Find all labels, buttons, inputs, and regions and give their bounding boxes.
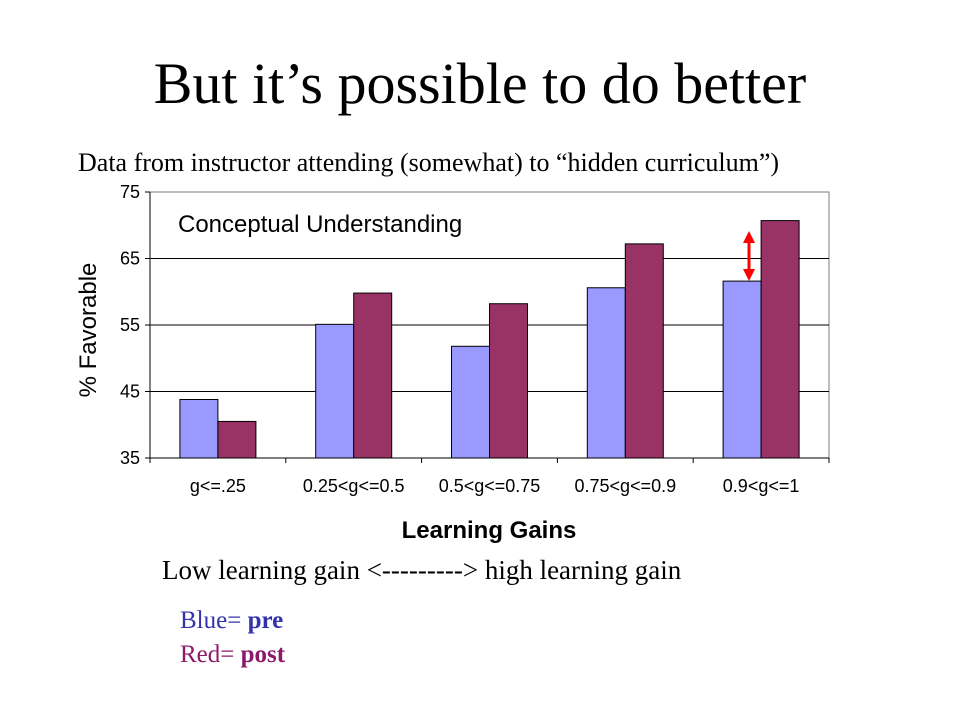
pre-bar — [179, 398, 219, 459]
pre-bar — [315, 323, 355, 459]
post-bar — [760, 220, 800, 459]
y-axis-ticks: 35 45 55 65 75 — [120, 182, 150, 468]
x-tick-label: 0.25<g<=0.5 — [303, 476, 405, 496]
x-tick-label: 0.5<g<=0.75 — [439, 476, 541, 496]
post-bar — [353, 292, 393, 459]
pre-bar — [586, 287, 626, 459]
x-axis-ticks: g<=.25 0.25<g<=0.5 0.5<g<=0.75 0.75<g<=0.9 0… — [149, 458, 830, 496]
x-tick-label: 0.75<g<=0.9 — [574, 476, 676, 496]
pre-bar — [722, 280, 762, 459]
legend-pre-word: pre — [247, 607, 284, 634]
x-tick-label: 0.9<g<=1 — [723, 476, 800, 496]
x-tick-label: g<=.25 — [190, 476, 246, 496]
y-tick-label: 55 — [120, 315, 140, 335]
pre-bar — [451, 345, 490, 459]
y-axis-label: % Favorable — [75, 263, 102, 398]
range-caption: Low learning gain <---------> high learn… — [162, 555, 682, 585]
chart-inner-title: Conceptual Understanding — [178, 211, 462, 238]
chart-subtitle: Data from instructor attending (somewhat… — [78, 148, 780, 177]
post-bar — [489, 303, 528, 459]
bar-chart: 35 45 55 65 75 g<=.25 0.25<g<=0.5 0.5<g<=0.75 0… — [75, 182, 830, 544]
y-tick-label: 45 — [120, 382, 140, 402]
post-bar — [624, 243, 664, 459]
y-tick-label: 35 — [120, 448, 140, 468]
legend-post-word: post — [240, 641, 286, 668]
y-tick-label: 65 — [120, 249, 140, 269]
legend-pre: Blue= pre — [180, 604, 285, 638]
legend-note: Blue= pre Red= post — [180, 604, 285, 672]
legend-pre-prefix: Blue= — [180, 607, 248, 634]
legend-post-prefix: Red= — [180, 641, 241, 668]
post-bar — [217, 420, 257, 459]
x-axis-label: Learning Gains — [402, 517, 577, 544]
y-tick-label: 75 — [120, 182, 140, 202]
bars — [179, 220, 800, 459]
slide-title: But it’s possible to do better — [153, 51, 807, 116]
legend-post: Red= post — [180, 638, 285, 672]
